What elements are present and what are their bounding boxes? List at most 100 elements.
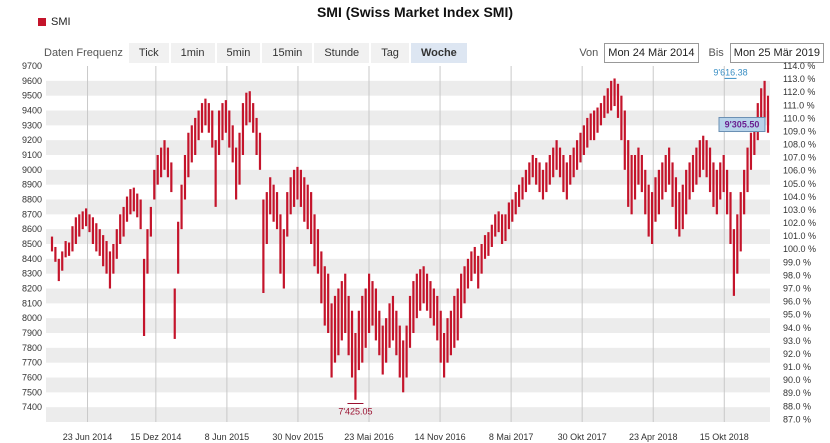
frequency-label: Daten Frequenz [44,47,123,59]
grid-band [46,347,770,363]
y-right-tick-label: 88.0 % [783,401,811,411]
x-tick-label: 8 Jun 2015 [205,432,250,442]
y-right-tick-label: 96.0 % [783,297,811,307]
annotations: 9'616.38 7'425.05 9'305.50 [338,67,766,416]
y-left-tick-label: 8500 [22,239,42,249]
grid-band [46,407,770,422]
y-right-tick-label: 112.0 % [783,87,815,97]
y-right-tick-label: 90.0 % [783,375,811,385]
y-right-tick-label: 109.0 % [783,126,816,136]
y-left-tick-label: 8400 [22,254,42,264]
y-left-tick-label: 9600 [22,76,42,86]
from-date-input[interactable]: Mon 24 Mär 2014 [604,43,699,63]
ohlc-series [50,78,770,400]
x-tick-label: 30 Nov 2015 [272,432,323,442]
date-range: Von Mon 24 Mär 2014 Bis Mon 25 Mär 2019 [569,43,824,63]
y-left-tick-label: 7500 [22,387,42,397]
grid-band [46,258,770,274]
y-left-tick-label: 8800 [22,195,42,205]
freq-button-tag[interactable]: Tag [371,43,409,63]
freq-button-15min[interactable]: 15min [262,43,313,63]
y-left-tick-label: 8600 [22,224,42,234]
low-label: 7'425.05 [338,406,372,416]
legend-label: SMI [51,16,71,28]
y-right-tick-label: 91.0 % [783,362,811,372]
grid-bands [46,80,770,422]
y-left-tick-label: 8900 [22,180,42,190]
legend: SMI [38,16,71,28]
y-right-tick-label: 105.0 % [783,179,816,189]
y-left-tick-label: 9300 [22,120,42,130]
y-left-tick-label: 9200 [22,135,42,145]
y-right-tick-label: 111.0 % [783,100,815,110]
x-tick-label: 23 Mai 2016 [344,432,394,442]
y-right-tick-label: 93.0 % [783,336,811,346]
grid-band [46,229,770,244]
y-right-tick-label: 98.0 % [783,270,811,280]
freq-button-1min[interactable]: 1min [170,43,215,63]
x-tick-label: 15 Dez 2014 [130,432,181,442]
y-right-tick-label: 103.0 % [783,205,816,215]
from-label: Von [579,47,599,59]
y-left-tick-label: 9100 [22,150,42,160]
y-right-tick-label: 95.0 % [783,310,811,320]
grid-band [46,199,770,215]
freq-button-5min[interactable]: 5min [216,43,261,63]
last-value-box [718,117,766,133]
x-tick-label: 23 Jun 2014 [63,432,113,442]
y-right-tick-label: 101.0 % [783,231,816,241]
y-left-tick-label: 7700 [22,358,42,368]
y-right-tick-label: 87.0 % [783,414,811,424]
x-tick-label: 23 Apr 2018 [629,432,678,442]
y-right-tick-label: 92.0 % [783,349,811,359]
y-right-tick-label: 106.0 % [783,166,816,176]
to-label: Bis [708,47,724,59]
frequency-toolbar: Daten Frequenz Tick 1min 5min 15min Stun… [44,43,469,63]
y-right-tick-label: 100.0 % [783,244,816,254]
y-right-tick-label: 102.0 % [783,218,816,228]
y-right-tick-label: 94.0 % [783,323,811,333]
y-left-tick-label: 7900 [22,328,42,338]
freq-button-woche[interactable]: Woche [410,43,467,63]
high-label: 9'616.38 [713,67,747,77]
grid-band [46,288,770,304]
freq-button-stunde[interactable]: Stunde [314,43,370,63]
y-right-tick-label: 99.0 % [783,257,811,267]
y-right-tick-label: 104.0 % [783,192,816,202]
y-left-tick-label: 7600 [22,373,42,383]
y-left-tick-label: 9400 [22,106,42,116]
y-right-tick-label: 110.0 % [783,113,815,123]
grid-band [46,140,770,155]
grid-band [46,110,770,126]
grid-band [46,377,770,393]
x-tick-label: 30 Okt 2017 [558,432,607,442]
y-axis-right: 87.0 % 88.0 % 89.0 % 90.0 % 91.0 % 92.0 % 93.0… [783,61,816,424]
x-tick-label: 8 Mai 2017 [489,432,534,442]
y-left-tick-label: 8200 [22,284,42,294]
y-right-tick-label: 108.0 % [783,140,816,150]
y-left-tick-label: 8100 [22,298,42,308]
chart-title: SMI (Swiss Market Index SMI) [316,4,514,20]
legend-swatch [38,18,46,26]
y-left-tick-label: 8700 [22,209,42,219]
to-date-input[interactable]: Mon 25 Mär 2019 [729,43,824,63]
freq-button-tick[interactable]: Tick [128,43,169,63]
y-right-tick-label: 97.0 % [783,284,811,294]
last-value-label: 9'305.50 [725,120,760,130]
grid-band [46,80,770,96]
grid-band [46,318,770,333]
x-axis: 23 Jun 2014 15 Dez 2014 8 Jun 2015 30 Nov 2… [63,432,749,442]
y-left-tick-label: 7400 [22,402,42,412]
x-tick-label: 14 Nov 2016 [415,432,466,442]
y-left-tick-label: 9000 [22,165,42,175]
y-left-tick-label: 8000 [22,313,42,323]
y-right-tick-label: 114.0 % [783,61,815,71]
y-left-tick-label: 9700 [22,61,42,71]
y-axis-left: 7400 7500 7600 7700 7800 7900 8000 8100 8200 8300… [22,61,42,412]
x-tick-label: 15 Okt 2018 [700,432,749,442]
y-left-tick-label: 8300 [22,269,42,279]
y-right-tick-label: 107.0 % [783,153,816,163]
y-right-tick-label: 113.0 % [783,74,815,84]
y-right-tick-label: 89.0 % [783,388,811,398]
